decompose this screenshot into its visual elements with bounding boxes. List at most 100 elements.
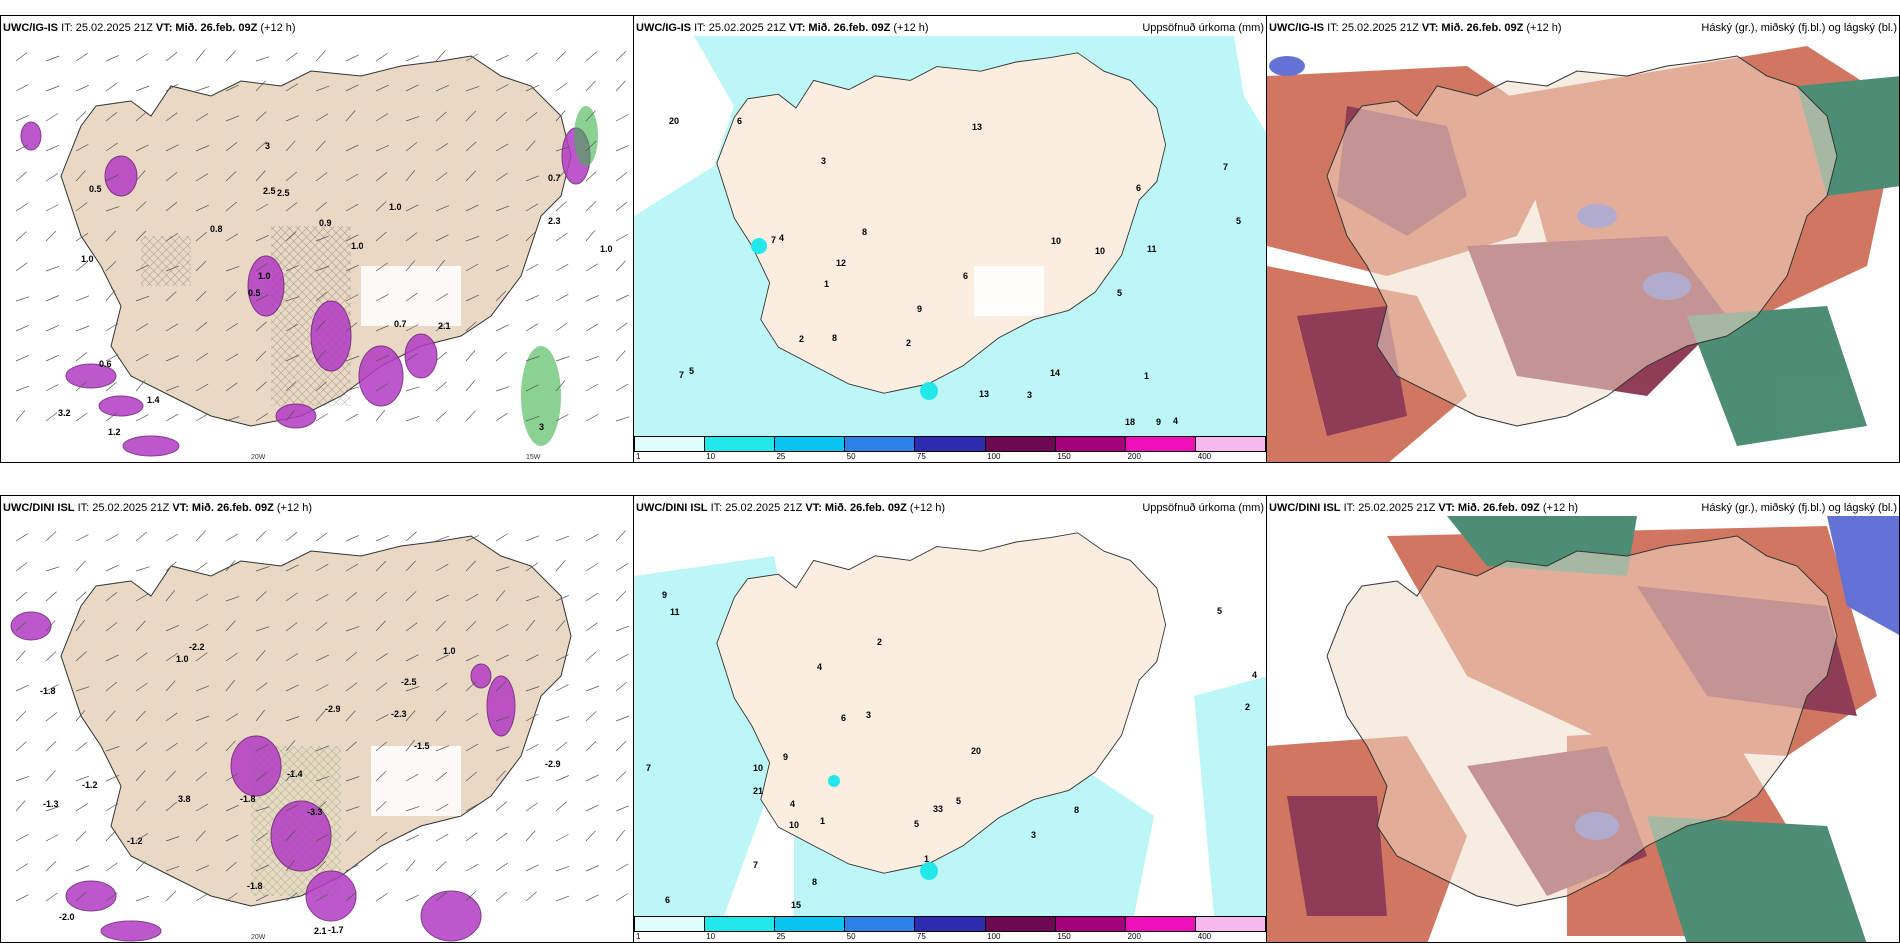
wind-barb bbox=[165, 112, 178, 122]
wind-barb bbox=[615, 653, 629, 662]
wind-barb bbox=[435, 205, 450, 212]
wind-barb bbox=[525, 713, 539, 722]
wind-barb bbox=[105, 323, 118, 332]
wind-barb bbox=[285, 740, 296, 752]
value-label: 1.4 bbox=[147, 395, 160, 405]
wind-barb bbox=[585, 592, 598, 602]
wind-barb bbox=[75, 709, 86, 722]
wind-barb bbox=[285, 202, 298, 212]
value-label: 0.8 bbox=[210, 224, 223, 234]
wind-barb bbox=[495, 862, 508, 872]
wind-barb bbox=[375, 113, 389, 122]
wind-barb bbox=[315, 532, 328, 542]
wind-barb bbox=[375, 620, 386, 632]
wind-barb bbox=[15, 171, 27, 182]
wind-barb bbox=[525, 263, 539, 272]
wind-barb bbox=[525, 175, 540, 182]
wind-barb bbox=[465, 535, 480, 542]
wind-barb bbox=[285, 115, 300, 122]
wind-barb bbox=[255, 350, 267, 362]
wind-barb bbox=[105, 354, 119, 362]
wind-barb bbox=[345, 776, 360, 782]
wind-barb bbox=[315, 235, 330, 242]
wind-barb bbox=[45, 591, 57, 602]
map-canvas: 20W -2.2 -2.5 -2.9 -1.8 -3.3 -1.2 -1.8 -2.3 -1.3… bbox=[1, 516, 633, 942]
wind-barb bbox=[585, 171, 597, 182]
legend-tick-label: 75 bbox=[916, 452, 926, 461]
legend-swatch bbox=[1195, 437, 1265, 451]
wind-barb bbox=[525, 891, 537, 902]
wind-barb bbox=[195, 204, 209, 212]
wind-barb bbox=[225, 291, 237, 302]
wind-barb bbox=[585, 110, 596, 122]
wind-barb bbox=[495, 746, 510, 752]
wind-barb bbox=[345, 626, 360, 632]
wind-barb bbox=[225, 892, 238, 902]
wind-barb bbox=[525, 384, 539, 392]
value-label: 11 bbox=[670, 607, 680, 617]
legend-swatch bbox=[705, 917, 776, 931]
value-label: 0.7 bbox=[548, 173, 561, 183]
wind-barb bbox=[45, 620, 56, 632]
wind-barb bbox=[585, 80, 596, 92]
wind-barb bbox=[465, 654, 479, 662]
legend-tick-label: 25 bbox=[776, 932, 786, 941]
legend-tick-label: 50 bbox=[846, 452, 856, 461]
iceland-landmass bbox=[716, 532, 1167, 874]
wind-barb bbox=[405, 169, 416, 182]
wind-barb bbox=[555, 834, 569, 842]
wind-barb bbox=[105, 82, 118, 92]
wind-barb bbox=[255, 321, 267, 332]
wind-barb bbox=[75, 619, 86, 632]
wind-barb bbox=[525, 595, 540, 602]
wind-barb bbox=[615, 715, 630, 722]
wind-barb bbox=[345, 54, 359, 62]
wind-barb bbox=[135, 895, 150, 902]
iceland-landmass bbox=[1326, 535, 1838, 907]
wind-barb bbox=[165, 355, 180, 362]
value-label: 1.0 bbox=[389, 202, 402, 212]
wind-barb bbox=[495, 205, 510, 212]
wind-barb bbox=[495, 832, 508, 842]
wind-barb bbox=[15, 324, 29, 332]
wind-barb bbox=[225, 266, 240, 272]
value-label: -3.3 bbox=[307, 807, 323, 817]
legend-swatch bbox=[775, 917, 846, 931]
value-label: 5 bbox=[956, 796, 961, 806]
wind-barb bbox=[375, 892, 388, 902]
wind-barb bbox=[165, 561, 177, 572]
wind-barb bbox=[195, 260, 207, 272]
value-label: 5 bbox=[1217, 606, 1222, 616]
value-label: 5 bbox=[1236, 216, 1241, 226]
wind-barb bbox=[495, 172, 508, 182]
value-label: 1.0 bbox=[258, 271, 271, 281]
wind-barb bbox=[555, 50, 567, 62]
wind-barb bbox=[585, 865, 600, 872]
wind-barb bbox=[45, 113, 58, 122]
wind-barb bbox=[345, 264, 359, 272]
wind-barb bbox=[255, 530, 267, 542]
wind-barb bbox=[285, 231, 297, 242]
wind-barb bbox=[195, 771, 208, 782]
wind-barb bbox=[585, 413, 599, 422]
wind-barb bbox=[315, 834, 329, 842]
wind-barb bbox=[435, 84, 449, 92]
wind-barb bbox=[465, 803, 479, 812]
wind-barb bbox=[135, 742, 148, 752]
wind-barb bbox=[495, 801, 507, 812]
value-label: 4 bbox=[817, 662, 822, 672]
wind-barb bbox=[435, 803, 449, 812]
legend-tick-label: 200 bbox=[1127, 452, 1141, 461]
wind-barb bbox=[435, 771, 448, 782]
wind-barb bbox=[135, 85, 150, 92]
wind-barb bbox=[375, 741, 387, 752]
iceland-landmass bbox=[716, 52, 1167, 394]
panel-header: UWC/IG-IS IT: 25.02.2025 21Z VT: Mið. 26… bbox=[636, 22, 929, 34]
wind-barb bbox=[495, 412, 508, 422]
wind-barb bbox=[315, 201, 328, 212]
value-label: 2 bbox=[1245, 702, 1250, 712]
panel-title: Uppsöfnuð úrkoma (mm) bbox=[1142, 22, 1264, 34]
wind-barb bbox=[435, 861, 447, 872]
wind-barb bbox=[585, 740, 597, 752]
